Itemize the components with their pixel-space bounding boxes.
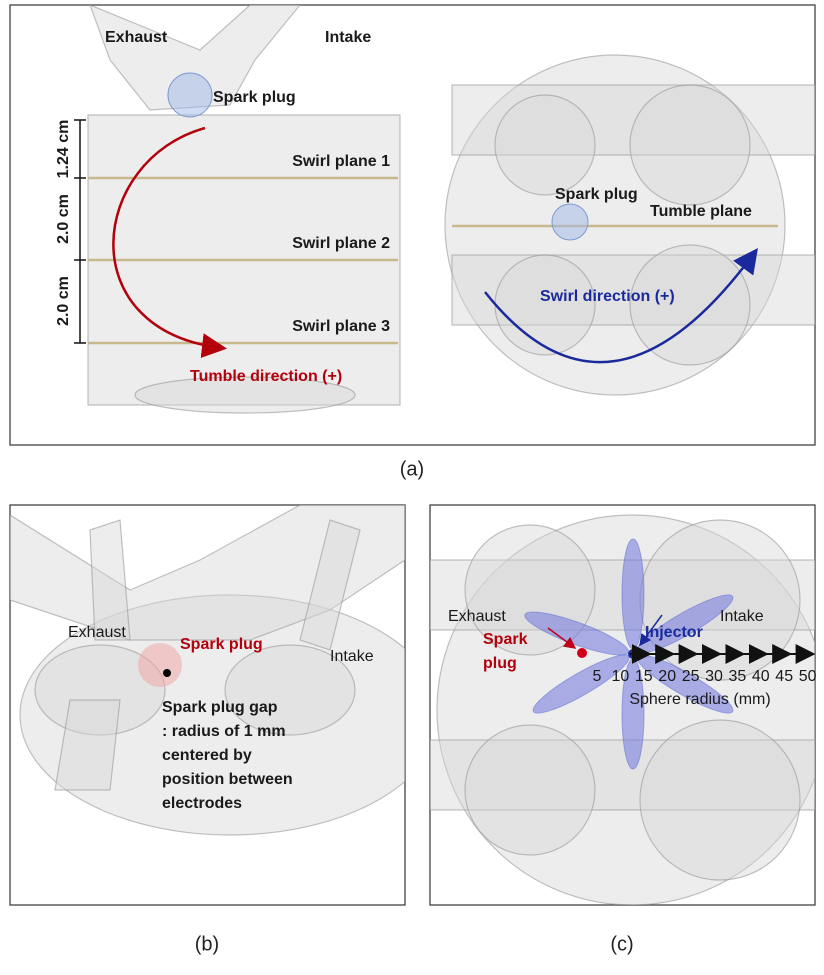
- figure: Exhaust Intake Spark plug Swirl plane 1 …: [0, 0, 824, 970]
- valve: [465, 725, 595, 855]
- spark-plug-point: [577, 648, 587, 658]
- radius-label: 30: [705, 668, 723, 685]
- spark-plug: [138, 643, 182, 687]
- caption: (c): [610, 933, 633, 955]
- note: Spark plug gap: [162, 699, 278, 716]
- label: Swirl plane 1: [292, 153, 390, 170]
- spark-plug: [552, 204, 588, 240]
- dimension-label: 1.24 cm: [55, 120, 72, 179]
- label: Swirl plane 3: [292, 318, 390, 335]
- label: plug: [483, 655, 517, 672]
- radius-labels: 5 10 15 20 25 30 35 40 45 50: [593, 668, 817, 685]
- radius-label: 35: [729, 668, 747, 685]
- radius-label: 15: [635, 668, 653, 685]
- label: Spark: [483, 631, 528, 648]
- radius-label: 20: [658, 668, 676, 685]
- label: Spark plug: [180, 636, 263, 653]
- dimension-label: 2.0 cm: [55, 276, 72, 326]
- radius-label: 10: [612, 668, 630, 685]
- valve: [640, 720, 800, 880]
- label: Spark plug: [555, 186, 638, 203]
- label: Tumble direction (+): [190, 368, 342, 385]
- radius-label: 50: [799, 668, 817, 685]
- dimension-label: 2.0 cm: [55, 194, 72, 244]
- note: : radius of 1 mm: [162, 723, 286, 740]
- valve: [495, 95, 595, 195]
- label: Injector: [645, 624, 703, 641]
- spray-plume: [622, 539, 644, 649]
- axis-label: Sphere radius (mm): [629, 691, 770, 708]
- radius-label: 40: [752, 668, 770, 685]
- spark-gap: [163, 669, 171, 677]
- label: Spark plug: [213, 89, 296, 106]
- label: Tumble plane: [650, 203, 752, 220]
- label: Intake: [720, 608, 764, 625]
- page: {"panel_a": {"caption": "(a)", "side_vie…: [0, 0, 824, 970]
- radius-label: 25: [682, 668, 700, 685]
- valve: [630, 85, 750, 205]
- radius-label: 5: [593, 668, 602, 685]
- caption: (b): [195, 933, 219, 955]
- note: position between: [162, 771, 293, 788]
- caption: (a): [400, 458, 424, 480]
- spark-plug: [168, 73, 212, 117]
- label: Intake: [330, 648, 374, 665]
- note: electrodes: [162, 795, 242, 812]
- label: Exhaust: [448, 608, 506, 625]
- label: Intake: [325, 29, 371, 46]
- radius-label: 45: [775, 668, 793, 685]
- label: Swirl direction (+): [540, 288, 675, 305]
- label: Exhaust: [68, 624, 126, 641]
- label: Exhaust: [105, 29, 168, 46]
- note: centered by: [162, 747, 252, 764]
- label: Swirl plane 2: [292, 235, 390, 252]
